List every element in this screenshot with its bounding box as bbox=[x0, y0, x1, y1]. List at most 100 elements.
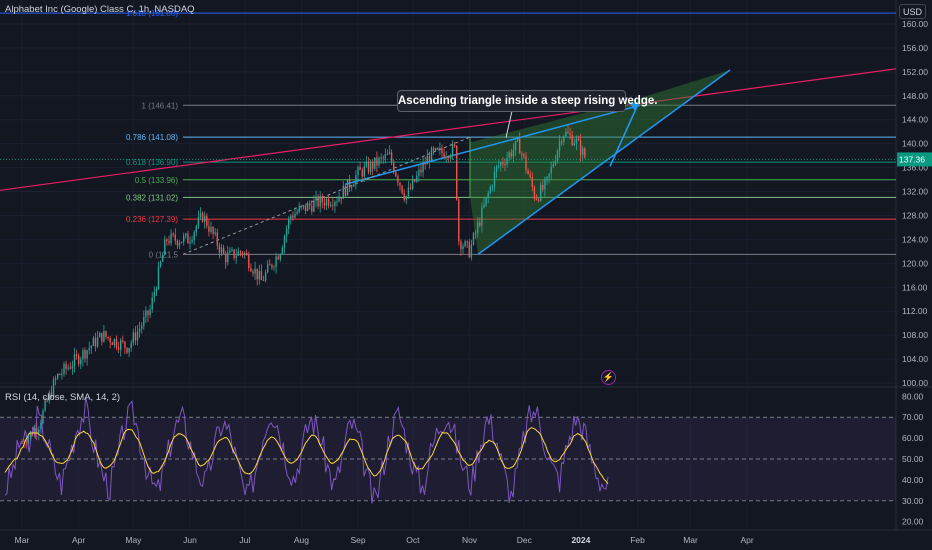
candle-body bbox=[231, 249, 233, 251]
candle-body bbox=[527, 170, 529, 175]
candle-body bbox=[302, 205, 305, 207]
candle-body bbox=[235, 255, 237, 258]
candle-body bbox=[50, 392, 53, 397]
fib-level-label: 0.382 (131.02) bbox=[126, 193, 178, 202]
candle-body bbox=[327, 199, 330, 206]
rsi-tick-label: 30.00 bbox=[902, 496, 924, 506]
candle-body bbox=[325, 199, 328, 206]
candle-body bbox=[491, 186, 494, 188]
candle-body bbox=[117, 347, 120, 350]
candle-body bbox=[523, 153, 525, 157]
candle-body bbox=[126, 347, 128, 353]
candle-body bbox=[401, 185, 403, 194]
price-tick-label: 156.00 bbox=[902, 43, 928, 53]
candle-body bbox=[474, 232, 477, 234]
price-tick-label: 108.00 bbox=[902, 330, 928, 340]
candle-body bbox=[309, 203, 311, 206]
time-tick-label: Oct bbox=[406, 535, 420, 545]
price-tick-label: 120.00 bbox=[902, 258, 928, 268]
candle-body bbox=[554, 161, 557, 165]
candle-body bbox=[166, 239, 168, 241]
candle-body bbox=[439, 148, 441, 150]
candle-body bbox=[46, 400, 48, 402]
candle-body bbox=[567, 131, 569, 134]
candle-body bbox=[122, 340, 124, 342]
candle-body bbox=[468, 242, 470, 258]
projection-arrowhead bbox=[629, 102, 639, 112]
rsi-ma-line bbox=[4, 427, 609, 485]
price-tick-label: 124.00 bbox=[902, 234, 928, 244]
candle-body bbox=[336, 201, 338, 203]
candle-body bbox=[519, 138, 521, 154]
candle-body bbox=[130, 342, 132, 349]
price-tick-label: 136.00 bbox=[902, 163, 928, 173]
candle-body bbox=[489, 186, 491, 194]
candle-body bbox=[512, 149, 515, 157]
candle-body bbox=[214, 232, 216, 234]
candle-body bbox=[216, 232, 218, 246]
price-tick-label: 152.00 bbox=[902, 67, 928, 77]
candle-body bbox=[59, 373, 61, 375]
candle-body bbox=[376, 157, 378, 166]
candle-body bbox=[157, 266, 160, 290]
candle-body bbox=[172, 233, 174, 235]
candle-body bbox=[67, 367, 69, 369]
flash-icon[interactable]: ⚡ bbox=[601, 370, 616, 385]
candle-body bbox=[443, 153, 445, 158]
candle-body bbox=[319, 196, 321, 207]
candle-body bbox=[170, 233, 172, 244]
candle-body bbox=[315, 196, 317, 201]
candle-body bbox=[420, 169, 422, 173]
candle-body bbox=[111, 342, 113, 345]
time-tick-label: May bbox=[125, 535, 142, 545]
candle-body bbox=[103, 331, 105, 342]
candle-body bbox=[183, 235, 185, 242]
candle-body bbox=[533, 187, 536, 199]
candle-body bbox=[90, 345, 92, 349]
candle-body bbox=[500, 162, 502, 166]
candle-body bbox=[460, 241, 462, 250]
candle-body bbox=[332, 205, 334, 207]
candle-body bbox=[529, 174, 531, 178]
candle-body bbox=[33, 428, 36, 436]
candle-body bbox=[241, 252, 244, 255]
candle-body bbox=[252, 271, 254, 274]
last-price-badge bbox=[897, 152, 932, 167]
candle-body bbox=[437, 148, 439, 150]
candle-body bbox=[279, 253, 281, 260]
candle-body bbox=[206, 215, 208, 227]
price-tick-label: 112.00 bbox=[902, 306, 928, 316]
candle-body bbox=[159, 261, 162, 267]
candle-body bbox=[359, 167, 361, 171]
candle-body bbox=[351, 186, 353, 188]
candle-body bbox=[63, 363, 65, 374]
candle-body bbox=[197, 217, 200, 227]
candle-body bbox=[178, 242, 181, 246]
candle-body bbox=[86, 350, 88, 359]
candle-body bbox=[294, 213, 296, 218]
price-tick-label: 116.00 bbox=[902, 282, 928, 292]
candle-body bbox=[479, 222, 481, 226]
candle-body bbox=[143, 316, 145, 326]
candle-body bbox=[147, 310, 149, 316]
candle-body bbox=[357, 167, 359, 176]
candle-body bbox=[71, 366, 74, 369]
candle-body bbox=[422, 162, 424, 173]
candle-body bbox=[462, 246, 464, 250]
candle-body bbox=[380, 157, 382, 159]
candle-body bbox=[292, 215, 294, 218]
price-tick-label: 104.00 bbox=[902, 354, 928, 364]
fib-level-label: 1.618 (161.80) bbox=[126, 9, 178, 18]
candle-body bbox=[472, 233, 475, 245]
candle-body bbox=[54, 378, 57, 380]
candle-body bbox=[521, 153, 523, 155]
candle-body bbox=[453, 144, 456, 146]
currency-button[interactable]: USD bbox=[899, 4, 926, 19]
candle-body bbox=[124, 341, 126, 348]
candle-body bbox=[550, 166, 552, 174]
annotation-callout[interactable]: Ascending triangle inside a steep rising… bbox=[397, 90, 657, 112]
time-tick-label: Dec bbox=[517, 535, 533, 545]
symbol-title: Alphabet Inc (Google) Class C, 1h, NASDA… bbox=[5, 4, 195, 15]
